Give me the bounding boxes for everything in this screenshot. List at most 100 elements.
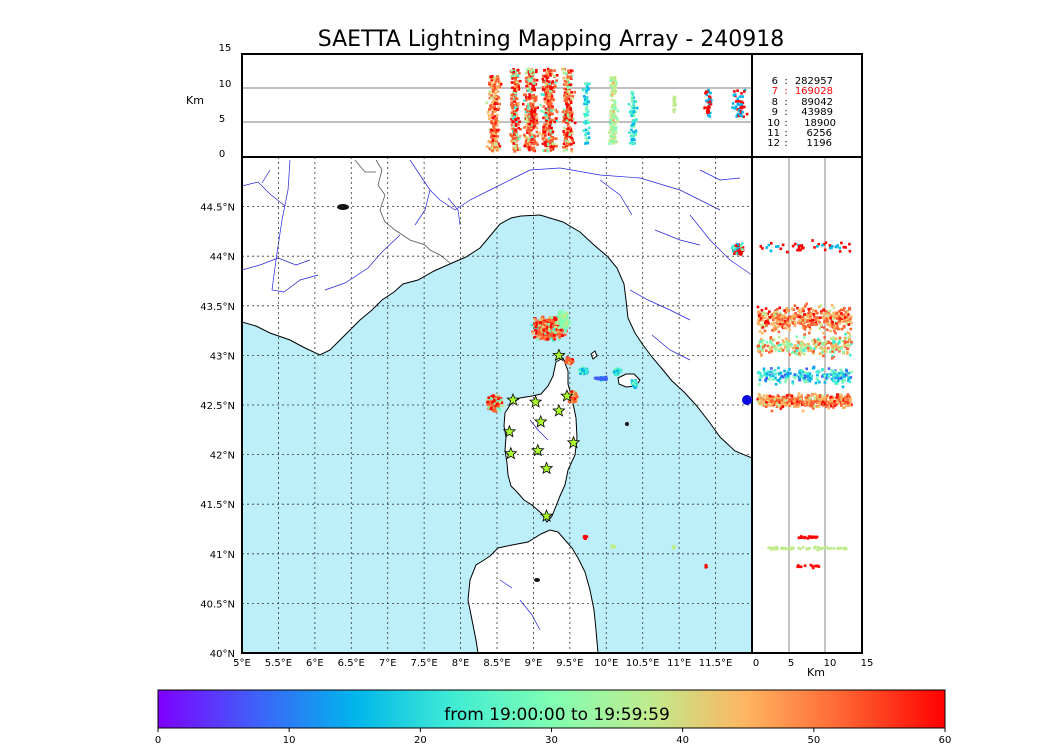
lightning-source: [534, 327, 537, 330]
altitude-source: [529, 82, 532, 86]
lightning-source: [547, 333, 551, 337]
altitude-source: [614, 107, 617, 110]
lightning-source: [611, 544, 614, 547]
side-source: [830, 246, 833, 250]
side-source: [844, 332, 847, 336]
lightning-source: [736, 251, 740, 255]
altitude-source: [563, 126, 566, 130]
side-source: [812, 403, 815, 407]
side-source: [838, 246, 841, 250]
side-source: [816, 318, 820, 322]
lightning-source: [571, 358, 574, 361]
altitude-source: [544, 83, 547, 87]
side-source: [844, 398, 847, 402]
side-source: [775, 318, 779, 322]
altitude-source: [514, 136, 518, 140]
side-source: [775, 545, 778, 549]
lightning-source: [539, 333, 543, 336]
altitude-source: [516, 104, 519, 108]
altitude-source: [513, 115, 516, 118]
altitude-source: [548, 113, 551, 116]
side-source: [816, 379, 820, 383]
altitude-source: [492, 147, 495, 151]
altitude-source: [631, 93, 634, 96]
side-source: [771, 318, 775, 322]
altitude-source: [547, 75, 550, 78]
lightning-source: [537, 329, 541, 333]
side-source: [850, 321, 853, 325]
side-source: [811, 350, 815, 354]
altitude-source: [565, 88, 568, 91]
altitude-source: [533, 138, 536, 142]
side-source: [838, 309, 841, 313]
altitude-source: [570, 149, 574, 153]
side-source: [784, 399, 787, 402]
altitude-source: [567, 140, 570, 143]
lightning-source: [491, 401, 494, 404]
side-source: [830, 318, 833, 321]
side-source: [805, 401, 808, 404]
lightning-source: [631, 384, 635, 387]
side-source: [803, 328, 807, 331]
altitude-source: [612, 113, 615, 116]
side-source: [815, 340, 819, 343]
side-source: [835, 376, 838, 380]
altitude-source: [491, 110, 495, 114]
side-source: [788, 328, 791, 331]
side-source: [797, 352, 801, 355]
lightning-source: [486, 399, 489, 402]
altitude-source: [611, 135, 614, 138]
side-source: [808, 310, 811, 313]
side-source: [777, 404, 781, 408]
altitude-source: [499, 81, 502, 84]
altitude-source: [490, 94, 493, 97]
lightning-source: [548, 320, 551, 323]
side-source: [840, 394, 843, 397]
side-source: [841, 339, 845, 343]
altitude-source: [632, 134, 635, 138]
altitude-ytick: 10: [219, 79, 232, 90]
side-xtick: 15: [861, 658, 874, 669]
lightning-source: [736, 248, 739, 252]
altitude-source: [528, 133, 532, 136]
side-source: [820, 398, 824, 401]
altitude-source: [528, 93, 531, 96]
side-source: [807, 313, 810, 317]
side-source: [808, 317, 812, 320]
altitude-source: [546, 143, 549, 147]
side-source: [823, 381, 827, 384]
side-source: [832, 311, 835, 315]
side-source: [817, 565, 821, 568]
altitude-source: [514, 91, 517, 95]
side-source: [818, 321, 821, 324]
side-source: [803, 535, 807, 539]
altitude-source: [540, 93, 544, 96]
altitude-source: [554, 108, 558, 112]
altitude-source: [735, 115, 738, 118]
side-source: [813, 392, 817, 396]
altitude-source: [562, 142, 566, 145]
side-source: [814, 340, 817, 344]
altitude-source: [569, 129, 573, 133]
side-source: [806, 403, 809, 407]
side-source: [834, 373, 838, 376]
side-source: [787, 339, 791, 343]
altitude-source: [534, 141, 538, 145]
side-source: [841, 378, 844, 382]
side-source: [818, 327, 822, 330]
altitude-source: [631, 120, 635, 123]
side-source: [817, 242, 820, 246]
altitude-source: [738, 113, 742, 117]
side-source: [778, 324, 782, 328]
altitude-source: [519, 128, 522, 131]
side-panel: 0 5 10 15 Km: [751, 156, 874, 679]
side-source: [826, 394, 829, 397]
side-source: [846, 347, 850, 350]
altitude-source: [543, 74, 547, 78]
lightning-source: [561, 334, 564, 338]
altitude-source: [614, 128, 617, 131]
altitude-source: [566, 113, 570, 117]
altitude-source: [583, 113, 587, 117]
altitude-source: [565, 82, 568, 86]
altitude-source: [532, 69, 536, 73]
